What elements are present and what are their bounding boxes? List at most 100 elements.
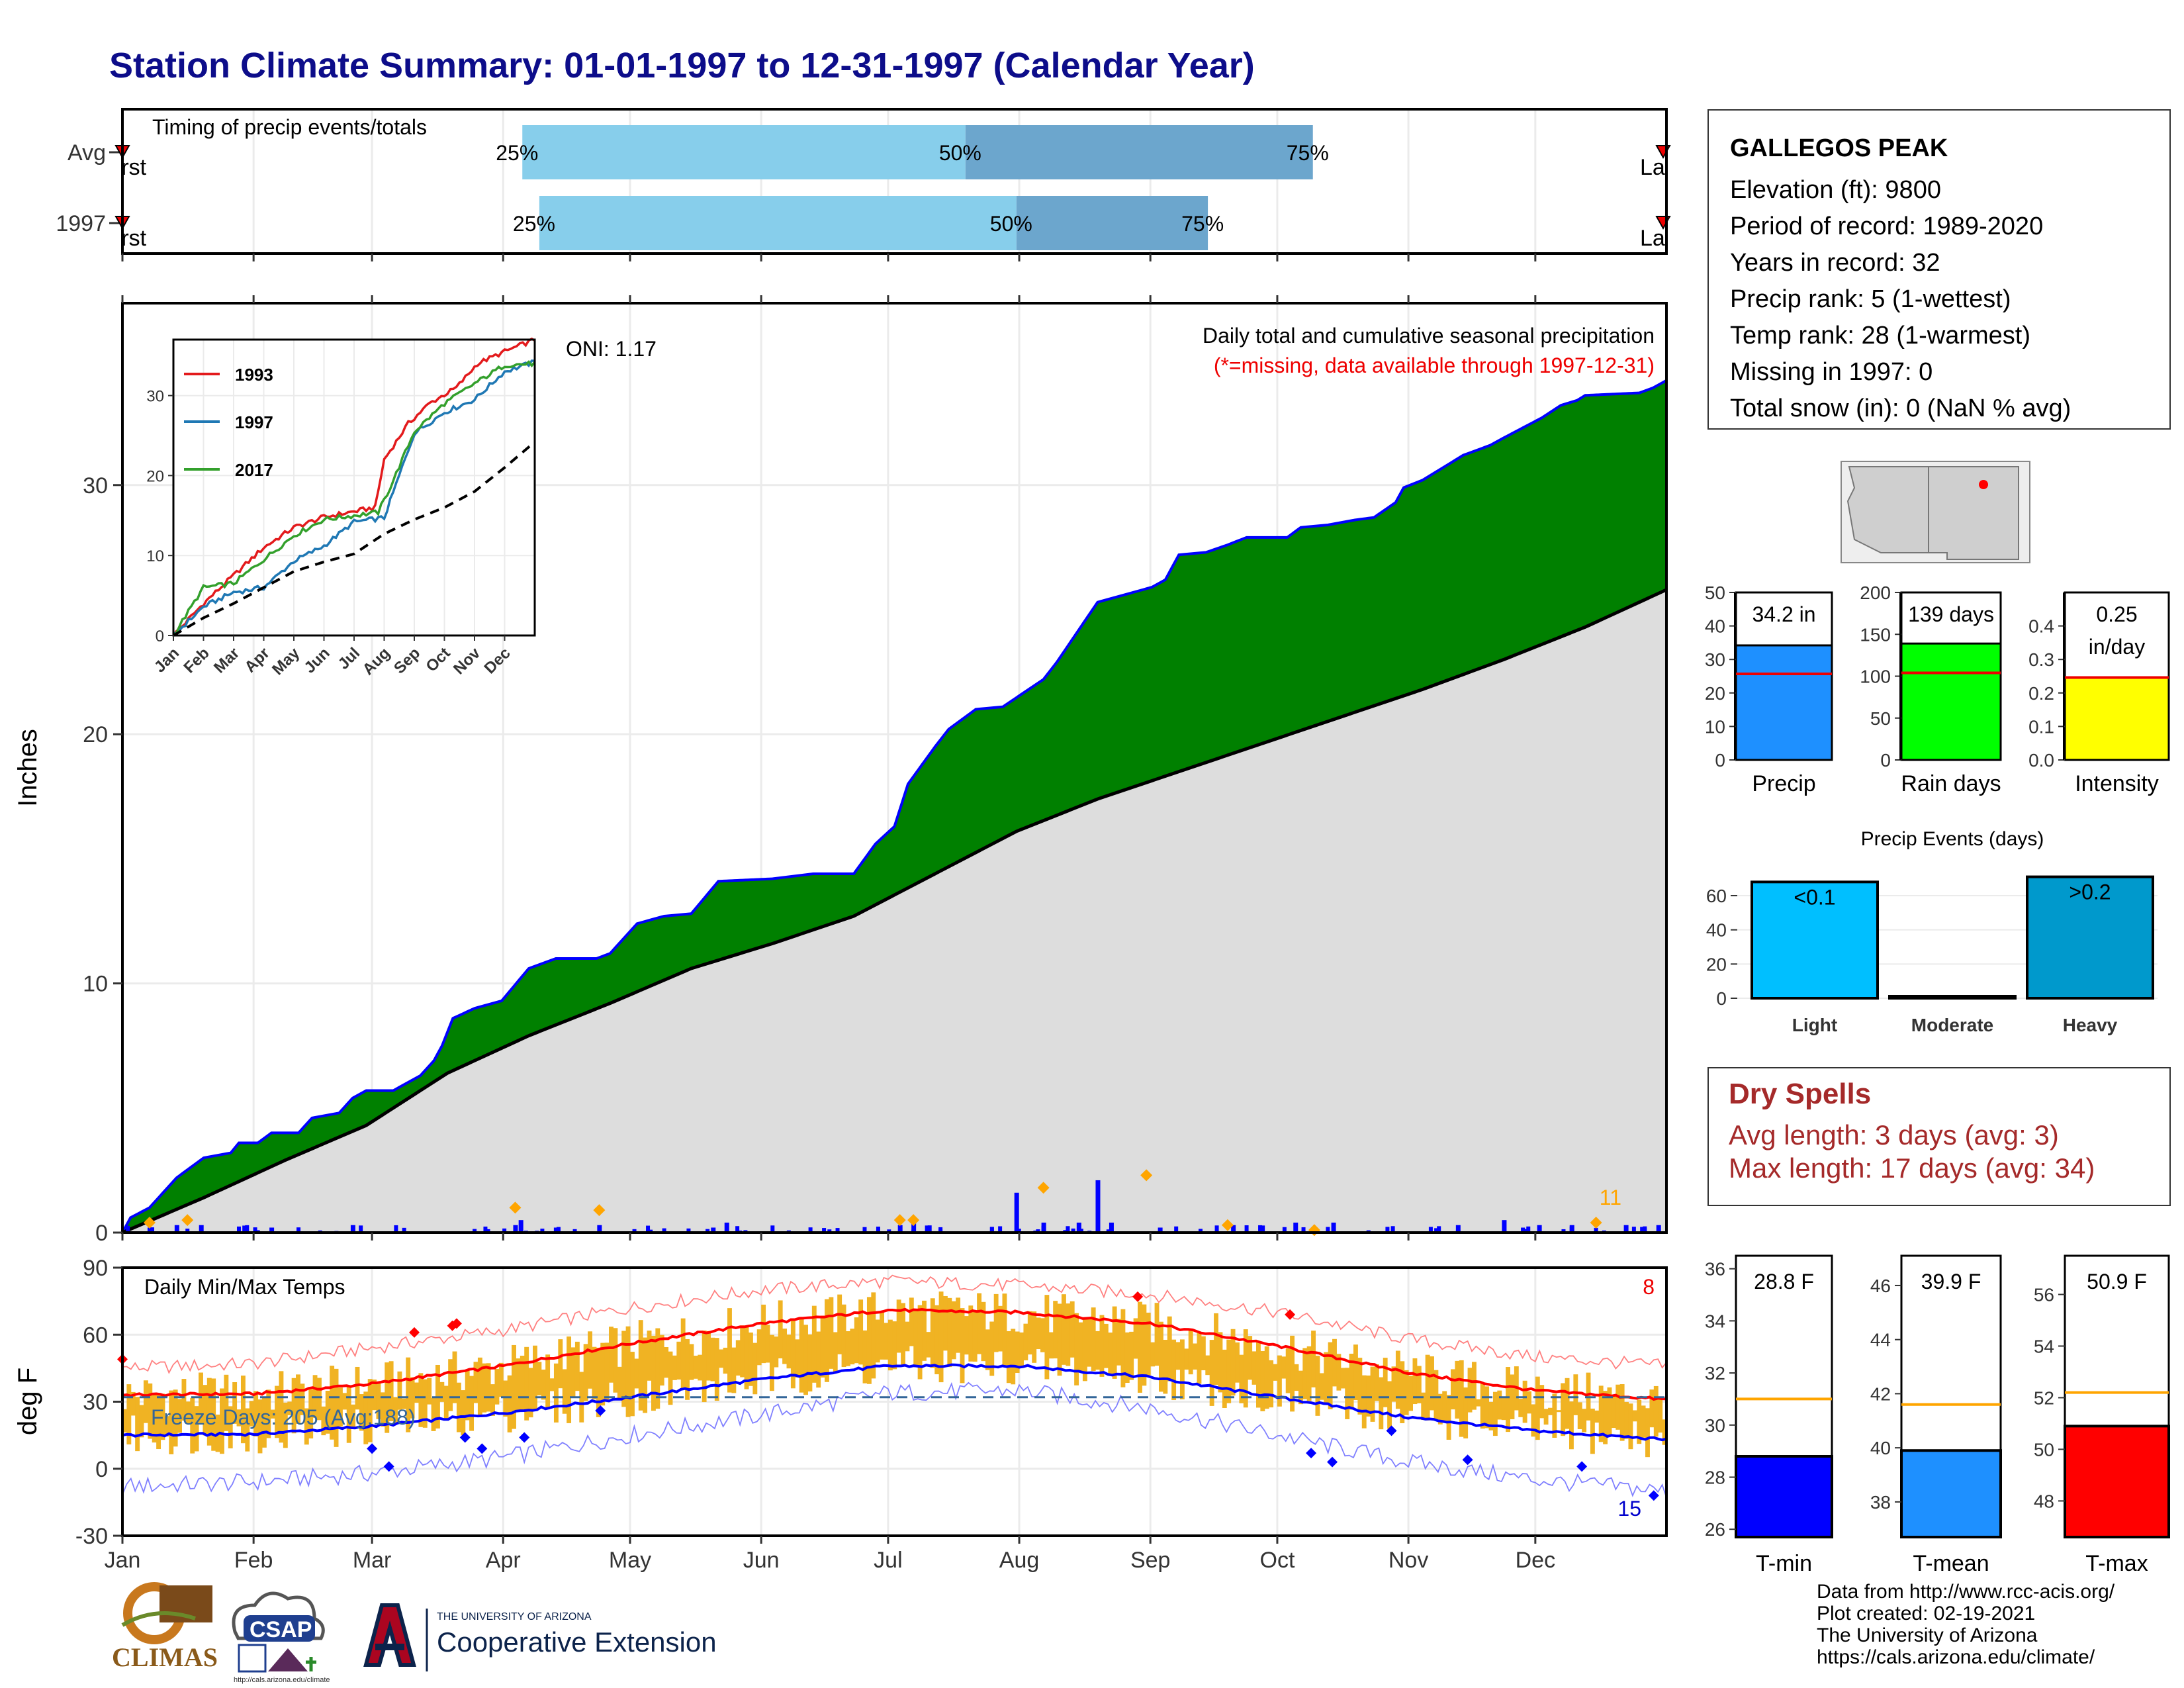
credit-line-data: Data from http://www.rcc-acis.org/ <box>1817 1581 2115 1603</box>
total-ytick-label-2: 0.1 <box>2028 716 2054 737</box>
month-label-jun: Jun <box>743 1548 780 1573</box>
dry-spells-title: Dry Spells <box>1729 1078 1872 1110</box>
temp-range-bar <box>359 1394 364 1431</box>
temp-range-bar <box>905 1321 910 1352</box>
temp-range-bar <box>1531 1404 1536 1437</box>
dry-spells-max: Max length: 17 days (avg: 34) <box>1729 1152 2095 1184</box>
temp-range-bar <box>330 1366 335 1440</box>
temp-range-bar <box>1129 1331 1134 1380</box>
precip-daily-bar <box>572 1229 577 1233</box>
temp-range-bar <box>875 1319 880 1363</box>
precip-daily-bar <box>185 1229 190 1233</box>
temp-range-bar <box>1158 1321 1163 1392</box>
precip-daily-bar <box>1079 1229 1083 1233</box>
temp-range-bar <box>837 1294 842 1354</box>
temp-range-bar <box>431 1397 436 1431</box>
month-label-jan: Jan <box>105 1548 141 1573</box>
month-label-sep: Sep <box>1130 1548 1171 1573</box>
precip-daily-bar <box>236 1226 241 1233</box>
temp-range-bar <box>930 1298 935 1368</box>
temp-range-bar <box>414 1382 419 1403</box>
temp-range-bar <box>1306 1346 1312 1401</box>
timing-row-label-0: Avg <box>68 140 106 165</box>
temp-range-bar <box>490 1384 495 1416</box>
precip-daily-bar <box>1643 1227 1647 1233</box>
precip-daily-bar <box>1455 1225 1461 1233</box>
temp-range-bar <box>693 1355 698 1379</box>
tmean-value-label-0: 28.8 F <box>1754 1270 1814 1293</box>
temp-range-bar <box>820 1315 825 1378</box>
timing-row-label-1: 1997 <box>56 211 106 236</box>
precip-daily-bar <box>1174 1226 1179 1233</box>
tmean-value-label-2: 50.9 F <box>2087 1270 2147 1293</box>
temp-range-bar <box>338 1387 343 1427</box>
temp-hot-marker <box>1285 1309 1296 1320</box>
precip-ytick-label: 30 <box>83 473 108 498</box>
temp-range-bar <box>1484 1386 1490 1429</box>
temp-range-bar <box>1048 1332 1054 1359</box>
temp-range-bar <box>1437 1393 1443 1425</box>
temp-range-bar <box>206 1378 212 1446</box>
temp-range-bar <box>1311 1331 1316 1387</box>
precip-max-marker <box>1590 1216 1602 1229</box>
events-bar-heavy <box>2026 875 2154 1000</box>
temp-range-bar <box>1391 1366 1396 1402</box>
temp-range-bar <box>1222 1349 1227 1409</box>
temp-range-bar <box>177 1399 182 1433</box>
temp-range-bar <box>934 1305 940 1375</box>
precip-daily-bar <box>1385 1227 1390 1233</box>
temp-range-bar <box>1082 1317 1087 1382</box>
precip-max-marker <box>181 1214 194 1227</box>
temp-range-bar <box>1209 1340 1214 1406</box>
temp-range-bar <box>279 1371 284 1443</box>
precip-daily-bar <box>735 1226 740 1233</box>
precip-daily-bar <box>199 1225 204 1233</box>
temp-range-bar <box>1251 1351 1257 1385</box>
temp-title: Daily Min/Max Temps <box>144 1275 345 1299</box>
temp-range-bar <box>1027 1311 1032 1355</box>
total-bar-0 <box>1735 644 1833 761</box>
timing-label-50-0: 50% <box>939 141 981 165</box>
temp-range-bar <box>266 1389 271 1438</box>
events-bar-moderate <box>1888 995 2017 1000</box>
temp-range-bar <box>1577 1402 1582 1430</box>
precip-daily-bar <box>1106 1229 1111 1233</box>
temp-range-bar <box>410 1377 415 1419</box>
precip-daily-bar <box>1326 1227 1330 1233</box>
temp-range-bar <box>570 1347 576 1397</box>
precip-ytick-label: 0 <box>95 1221 108 1246</box>
temp-range-bar <box>397 1371 402 1410</box>
total-value-label-1: 139 days <box>1908 602 1994 626</box>
temp-range-bar <box>1302 1348 1308 1399</box>
temp-range-bar <box>1239 1354 1244 1403</box>
total-bar-2 <box>2064 677 2170 761</box>
temp-range-bar <box>765 1325 770 1363</box>
tmean-ytick-label-1: 44 <box>1870 1330 1891 1350</box>
temp-range-bar <box>228 1406 233 1448</box>
temp-range-bar <box>1476 1399 1481 1407</box>
temp-ylabel: deg F <box>13 1368 42 1435</box>
tmean-bar-0 <box>1735 1455 1833 1539</box>
temp-range-bar <box>1205 1355 1210 1376</box>
temp-range-bar <box>702 1330 707 1403</box>
temp-range-bar <box>1184 1348 1189 1370</box>
temp-range-bar <box>1218 1332 1223 1393</box>
temp-range-bar <box>1628 1403 1633 1450</box>
temp-range-bar <box>537 1362 542 1395</box>
temp-range-bar <box>567 1336 572 1423</box>
events-bar-label-light: <0.1 <box>1794 885 1835 909</box>
temp-range-bar <box>896 1299 901 1353</box>
month-label-mar: Mar <box>353 1548 392 1573</box>
tmean-ytick-label-2: 50 <box>2034 1439 2054 1460</box>
temp-range-bar <box>714 1338 719 1401</box>
temp-range-bar <box>122 1409 127 1433</box>
tmean-value-label-1: 39.9 F <box>1921 1270 1981 1293</box>
temp-range-bar <box>1615 1384 1621 1430</box>
precip-daily-bar <box>174 1225 179 1233</box>
events-bar-light <box>1751 880 1879 1000</box>
temp-range-bar <box>862 1330 868 1383</box>
events-ytick-label: 20 <box>1706 954 1727 974</box>
dry-spells-avg: Avg length: 3 days (avg: 3) <box>1729 1119 2059 1150</box>
total-ytick-label-0: 40 <box>1705 616 1725 637</box>
